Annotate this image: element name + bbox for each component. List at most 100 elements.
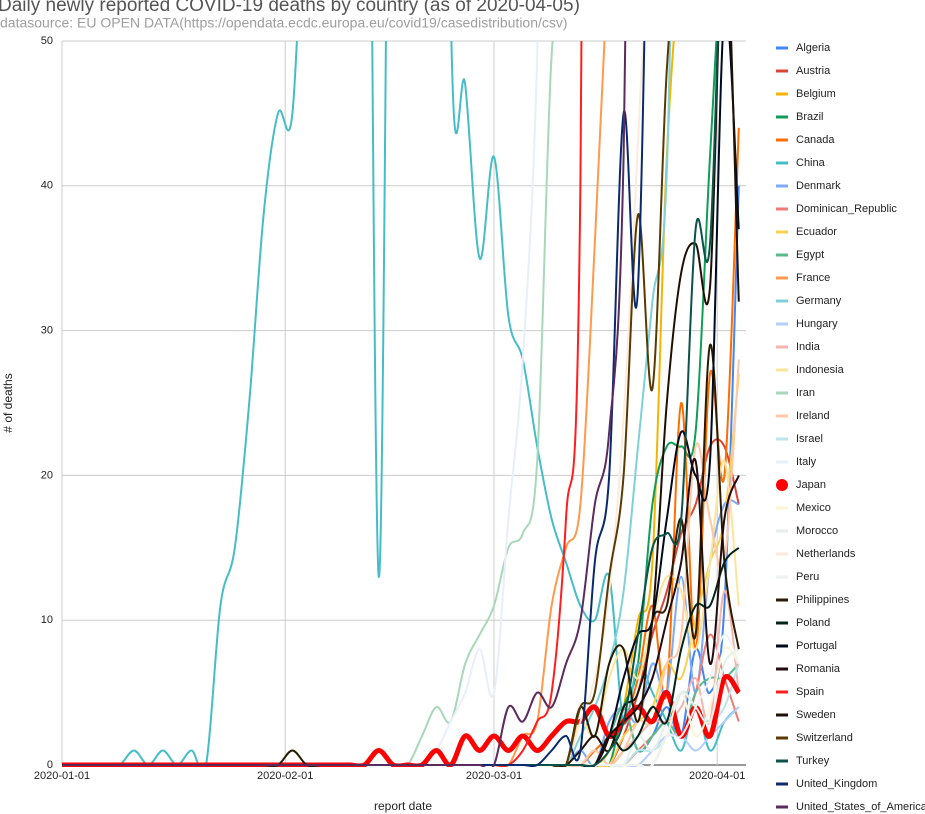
legend-marker — [776, 529, 788, 533]
legend-marker — [776, 345, 788, 349]
series-line — [62, 547, 740, 767]
legend-label: Algeria — [796, 42, 831, 54]
legend-label: India — [796, 341, 821, 353]
legend-marker — [776, 391, 788, 395]
legend-label: Spain — [796, 686, 824, 698]
legend-marker — [776, 414, 788, 418]
x-tick-label: 2020-03-01 — [466, 770, 522, 782]
legend-label: China — [796, 157, 826, 169]
legend-marker — [776, 782, 788, 786]
legend-label: Japan — [796, 479, 826, 491]
series-line — [62, 41, 739, 767]
legend-label: Switzerland — [796, 732, 853, 744]
legend-label: Israel — [796, 433, 823, 445]
legend-label: Turkey — [796, 755, 830, 767]
chart-title: Daily newly reported COVID-19 deaths by … — [0, 0, 580, 16]
series-line — [62, 41, 539, 767]
legend-marker — [776, 644, 788, 648]
y-tick-label: 30 — [41, 325, 53, 337]
legend-marker — [776, 667, 788, 671]
legend-marker — [776, 713, 788, 717]
legend-marker — [776, 598, 788, 602]
x-axis-title: report date — [374, 799, 432, 813]
series-line — [62, 633, 740, 767]
series-line — [62, 41, 645, 767]
legend-marker — [776, 437, 788, 441]
legend-label: Belgium — [796, 88, 836, 100]
series-line — [62, 41, 719, 767]
legend-marker — [776, 207, 788, 211]
legend-marker — [776, 46, 788, 50]
y-axis-title: # of deaths — [1, 373, 15, 432]
series-line — [62, 41, 740, 767]
legend-marker — [776, 161, 788, 165]
y-tick-label: 20 — [41, 469, 53, 481]
legend-label: Hungary — [796, 318, 838, 330]
series-line — [62, 41, 627, 767]
legend-label: Portugal — [796, 640, 837, 652]
series-line — [62, 41, 740, 767]
y-tick-label: 40 — [41, 180, 53, 192]
legend-marker — [776, 230, 788, 234]
legend-label: Italy — [796, 456, 817, 468]
legend-label: Indonesia — [796, 364, 845, 376]
legend-marker — [776, 805, 788, 809]
legend-marker — [776, 552, 788, 556]
legend-label: United_States_of_America — [796, 801, 925, 813]
legend-marker — [776, 69, 788, 73]
legend-label: Peru — [796, 571, 819, 583]
legend-label: Brazil — [796, 111, 824, 123]
y-tick-label: 10 — [41, 614, 53, 626]
legend-label: Ecuador — [796, 226, 837, 238]
legend-marker — [776, 690, 788, 694]
x-tick-label: 2020-01-01 — [34, 770, 90, 782]
legend-marker — [776, 322, 788, 326]
legend-label: Mexico — [796, 502, 831, 514]
legend-label: Morocco — [796, 525, 838, 537]
legend-label: France — [796, 272, 830, 284]
legend-marker — [776, 138, 788, 142]
series-line — [62, 41, 606, 767]
legend-label: Austria — [796, 65, 831, 77]
legend-label: Denmark — [796, 180, 841, 192]
series-line — [62, 41, 740, 767]
legend-marker — [776, 276, 788, 280]
series-line — [62, 41, 554, 767]
series-line — [62, 41, 646, 767]
legend-marker — [776, 621, 788, 625]
legend-marker — [776, 299, 788, 303]
series-line — [62, 438, 740, 767]
y-tick-label: 0 — [47, 759, 53, 771]
legend-label: Egypt — [796, 249, 824, 261]
x-tick-label: 2020-02-01 — [257, 770, 313, 782]
legend-marker — [776, 184, 788, 188]
grid: 0 10 20 30 40 50 2020-01-01 2020-02-01 2020-03-0… — [34, 35, 746, 782]
legend-marker — [776, 506, 788, 510]
legend-label: Iran — [796, 387, 815, 399]
chart-subtitle: datasource: EU OPEN DATA(https://opendat… — [0, 15, 568, 31]
legend-marker — [776, 115, 788, 119]
legend: Algeria Austria Belgium Brazil Canada China De… — [776, 42, 925, 813]
legend-label: Philippines — [796, 594, 850, 606]
legend-label: Romania — [796, 663, 841, 675]
legend-marker — [776, 253, 788, 257]
legend-label: Ireland — [796, 410, 830, 422]
legend-marker — [776, 759, 788, 763]
series-line — [62, 41, 583, 767]
legend-marker — [776, 575, 788, 579]
series-line — [62, 41, 672, 767]
legend-marker — [776, 460, 788, 464]
legend-marker — [776, 368, 788, 372]
y-tick-label: 50 — [41, 35, 53, 47]
legend-marker — [776, 479, 788, 491]
x-tick-label: 2020-04-01 — [689, 770, 745, 782]
legend-marker — [776, 92, 788, 96]
series-line — [62, 41, 675, 767]
legend-label: Netherlands — [796, 548, 856, 560]
plot-area — [62, 41, 741, 767]
legend-label: Poland — [796, 617, 830, 629]
legend-label: Sweden — [796, 709, 836, 721]
legend-label: United_Kingdom — [796, 778, 877, 790]
series-line — [62, 41, 718, 767]
